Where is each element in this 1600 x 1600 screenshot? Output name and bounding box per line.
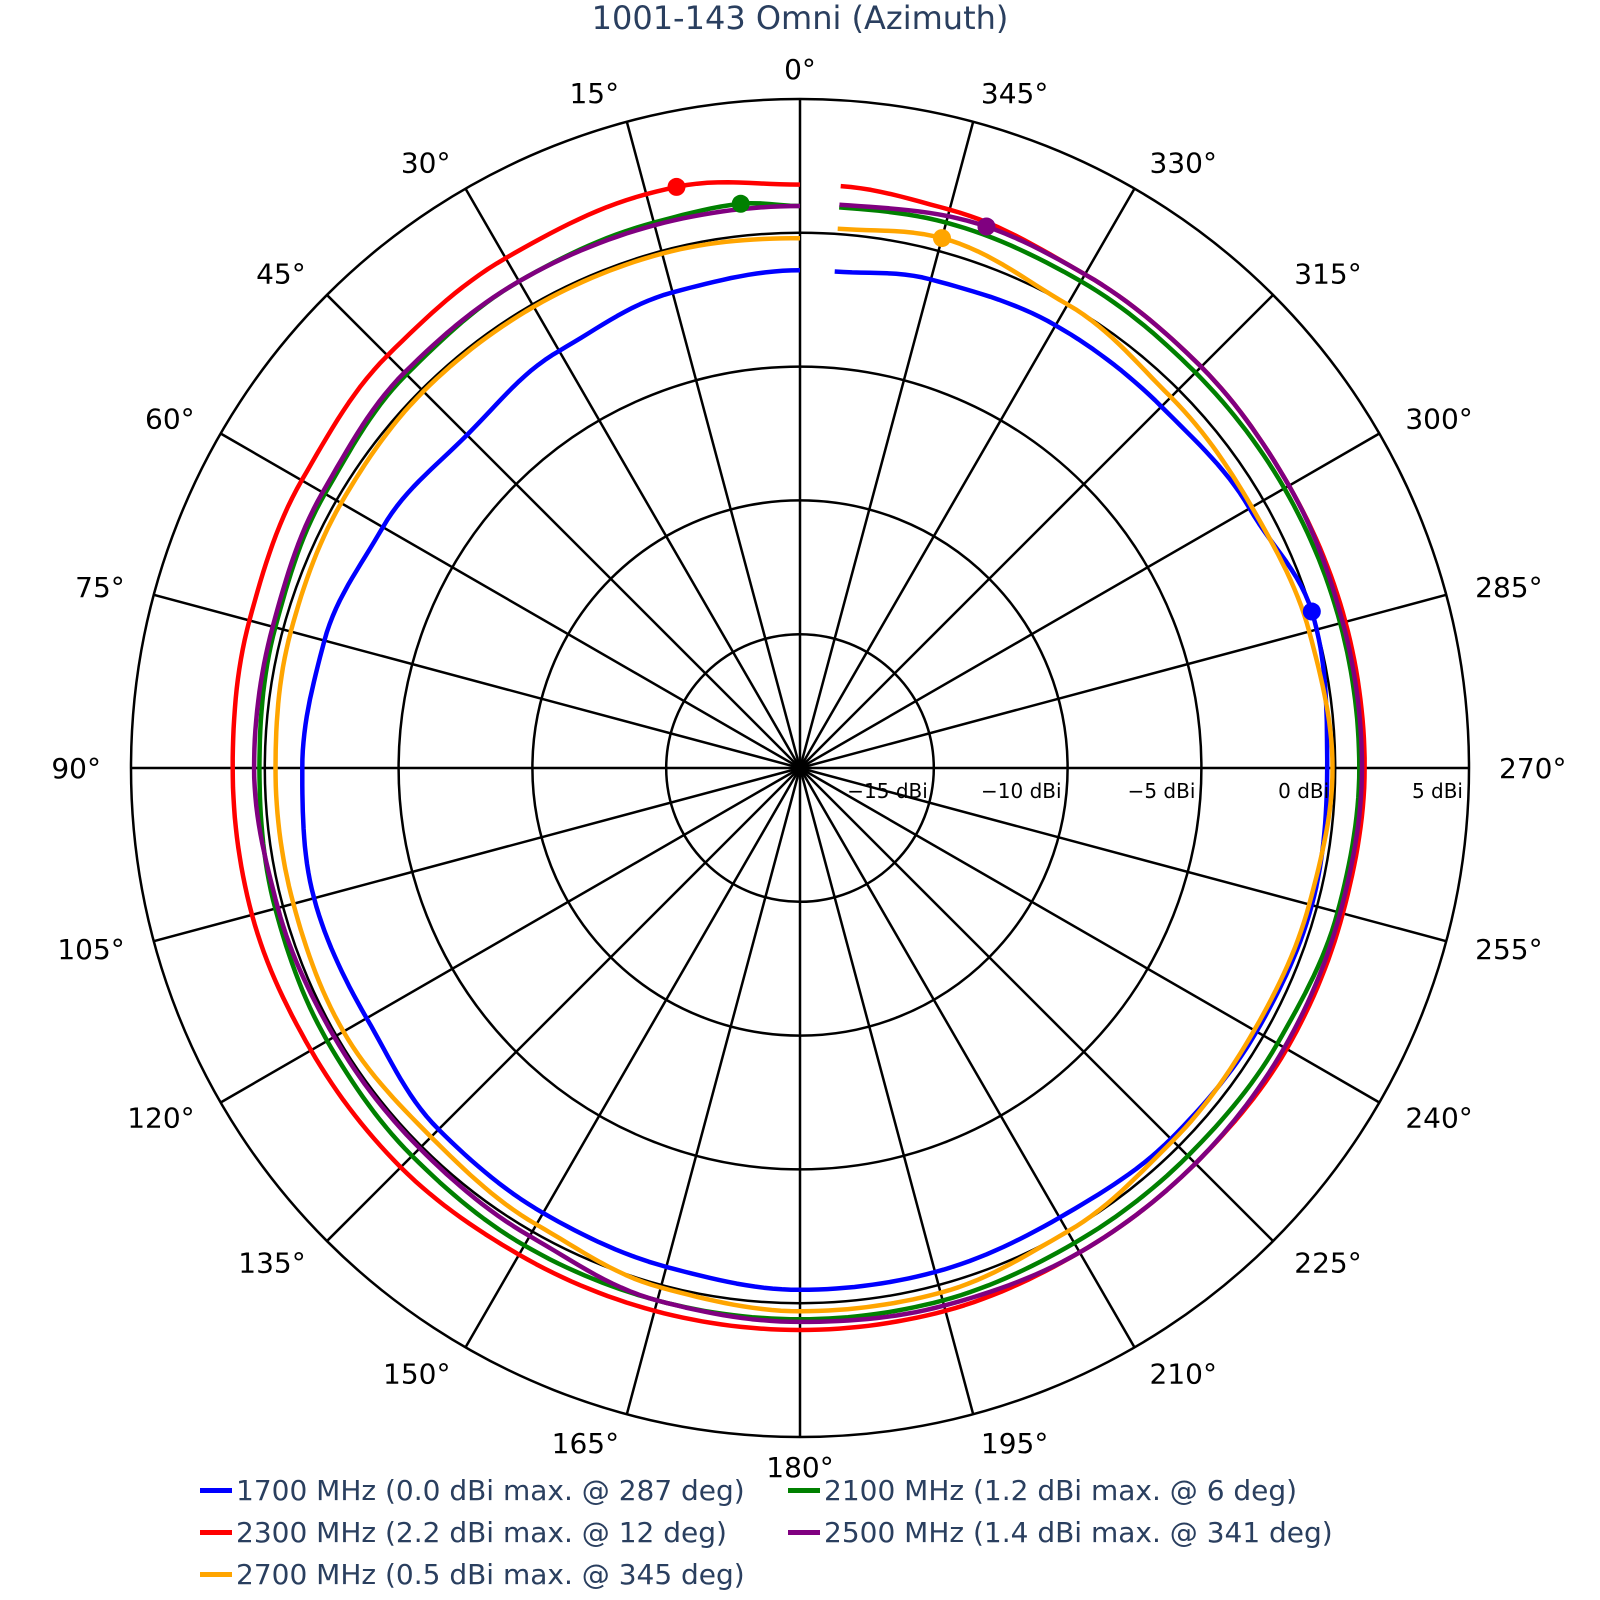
axis-labels: 0° 15° 30° 45° 60° 75° 90° 105° 120° 135° 150° 165°…	[51, 53, 1566, 1484]
grid-spoke	[625, 767, 802, 1415]
angular-tick-label: 120°	[127, 1102, 194, 1135]
angular-tick-label: 345°	[981, 77, 1048, 110]
legend-label: 2700 MHz (0.5 dBi max. @ 345 deg)	[236, 1557, 745, 1591]
angular-tick-label: 90°	[51, 752, 101, 785]
max-marker[interactable]	[731, 194, 750, 213]
angular-tick-label: 15°	[569, 77, 619, 110]
grid-spoke	[220, 766, 801, 1104]
angular-tick-label: 135°	[238, 1246, 305, 1279]
chart-title: 1001-143 Omni (Azimuth)	[591, 0, 1009, 37]
grid-spoke	[799, 767, 1274, 1242]
grid-spoke	[464, 188, 802, 769]
series-trace[interactable]	[273, 226, 1335, 1314]
legend-swatch-icon	[788, 1487, 820, 1493]
angular-tick-label: 195°	[981, 1427, 1048, 1460]
max-marker[interactable]	[1302, 602, 1321, 621]
radial-tick-label: −15 dBi	[847, 779, 928, 803]
angular-tick-label: 300°	[1405, 403, 1472, 436]
max-markers	[667, 177, 1321, 621]
legend-item-1700[interactable]: 1700 MHz (0.0 dBi max. @ 287 deg)	[200, 1470, 745, 1510]
legend-label: 2300 MHz (2.2 dBi max. @ 12 deg)	[236, 1515, 727, 1549]
grid-spoke	[798, 188, 1136, 769]
grid-spoke	[799, 432, 1380, 770]
angular-tick-label: 225°	[1294, 1246, 1361, 1279]
legend-label: 2500 MHz (1.4 dBi max. @ 341 deg)	[824, 1515, 1333, 1549]
radial-tick-label: 5 dBi	[1412, 779, 1463, 803]
angular-tick-label: 285°	[1475, 571, 1542, 604]
angular-tick-label: 150°	[383, 1357, 450, 1390]
grid-spoke	[220, 432, 801, 770]
angular-tick-label: 255°	[1475, 933, 1542, 966]
angular-tick-label: 60°	[145, 403, 195, 436]
grid-spoke	[798, 121, 975, 769]
grid-spoke	[326, 294, 801, 769]
grid-spoke	[625, 121, 802, 769]
angular-tick-label: 75°	[75, 571, 125, 604]
series-traces	[230, 180, 1367, 1333]
legend-swatch-icon	[200, 1571, 232, 1577]
legend-label: 2100 MHz (1.2 dBi max. @ 6 deg)	[824, 1473, 1298, 1507]
grid-spoke	[153, 766, 801, 943]
legend-item-2700[interactable]: 2700 MHz (0.5 dBi max. @ 345 deg)	[200, 1554, 745, 1594]
legend-label: 1700 MHz (0.0 dBi max. @ 287 deg)	[236, 1473, 745, 1507]
legend-swatch-icon	[200, 1487, 232, 1493]
grid-spoke	[799, 593, 1447, 770]
angular-tick-label: 30°	[401, 147, 451, 180]
grid-spoke	[326, 767, 801, 1242]
radial-tick-label: −5 dBi	[1128, 779, 1196, 803]
radial-tick-label: −10 dBi	[981, 779, 1062, 803]
angular-tick-label: 315°	[1294, 258, 1361, 291]
legend-item-2500[interactable]: 2500 MHz (1.4 dBi max. @ 341 deg)	[788, 1512, 1333, 1552]
legend-swatch-icon	[200, 1529, 232, 1535]
grid-spoke	[799, 766, 1380, 1104]
angular-tick-label: 165°	[552, 1427, 619, 1460]
max-marker[interactable]	[932, 229, 951, 248]
series-trace[interactable]	[230, 180, 1367, 1333]
angular-tick-label: 180°	[766, 1451, 833, 1484]
legend-swatch-icon	[788, 1529, 820, 1535]
grid-spoke	[153, 593, 801, 770]
angular-tick-label: 105°	[57, 933, 124, 966]
angular-tick-label: 270°	[1499, 752, 1566, 785]
angular-tick-label: 240°	[1405, 1102, 1472, 1135]
max-marker[interactable]	[977, 217, 996, 236]
series-trace[interactable]	[251, 202, 1365, 1325]
radial-tick-label: 0 dBi	[1278, 779, 1329, 803]
angular-tick-label: 210°	[1150, 1357, 1217, 1390]
max-marker[interactable]	[667, 177, 686, 196]
angular-tick-label: 0°	[784, 53, 816, 86]
legend-item-2100[interactable]: 2100 MHz (1.2 dBi max. @ 6 deg)	[788, 1470, 1297, 1510]
angular-tick-label: 45°	[256, 258, 306, 291]
legend-item-2300[interactable]: 2300 MHz (2.2 dBi max. @ 12 deg)	[200, 1512, 727, 1552]
angular-tick-label: 330°	[1150, 147, 1217, 180]
polar-grid	[129, 97, 1471, 1439]
grid-spoke	[464, 767, 802, 1348]
series-trace[interactable]	[257, 200, 1362, 1322]
